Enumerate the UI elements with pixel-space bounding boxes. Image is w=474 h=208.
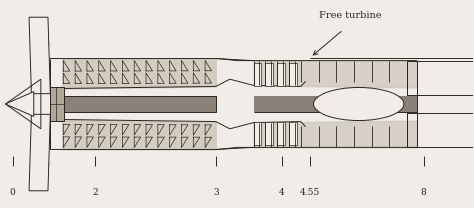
Text: 8: 8 [421,188,427,197]
Polygon shape [5,92,34,116]
Bar [265,63,273,87]
Polygon shape [29,17,50,94]
Text: 0: 0 [9,188,15,197]
Bar [50,88,64,120]
Bar [254,63,261,87]
Bar [277,63,285,87]
Bar [62,96,216,112]
Bar [254,96,417,112]
Text: Free turbine: Free turbine [319,11,382,20]
Text: 3: 3 [213,188,219,197]
Bar [265,121,273,145]
Ellipse shape [313,88,404,120]
Polygon shape [29,114,50,191]
Bar [254,121,261,145]
Text: 4.55: 4.55 [300,188,320,197]
Text: 4: 4 [279,188,285,197]
Text: 2: 2 [92,188,98,197]
Bar [289,63,297,87]
Bar [289,121,297,145]
Bar [277,121,285,145]
